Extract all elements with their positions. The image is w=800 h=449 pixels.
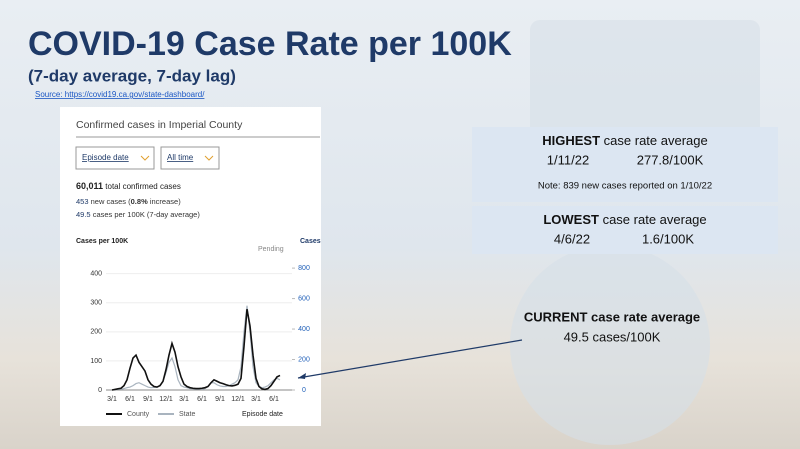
dropdown[interactable] bbox=[75, 146, 155, 170]
stat-value: 453 bbox=[76, 197, 89, 206]
info-strong: HIGHEST bbox=[542, 133, 600, 148]
current-label: CURRENT case rate average bbox=[524, 309, 700, 324]
sign-bg bbox=[510, 245, 710, 445]
stat-value: 0.8% bbox=[131, 197, 148, 206]
x-tick-label: 3/1 bbox=[107, 396, 117, 403]
info-text: case rate average bbox=[604, 133, 708, 148]
x-axis-label: Episode date bbox=[242, 411, 283, 418]
y-tick-label: 400 bbox=[90, 270, 102, 277]
slide-title: COVID-19 Case Rate per 100K bbox=[28, 25, 512, 63]
panel-heading: Confirmed cases in Imperial County bbox=[76, 119, 243, 131]
stat: 49.5 cases per 100K (7-day average) bbox=[76, 210, 200, 219]
y2-tick-label: 200 bbox=[298, 356, 310, 363]
sign-bg bbox=[530, 20, 760, 140]
chevron bbox=[140, 155, 150, 161]
dropdown[interactable] bbox=[160, 146, 220, 170]
info-date: 4/6/22 bbox=[554, 231, 590, 246]
annotation: Pending bbox=[258, 246, 284, 253]
info-date: 1/11/22 bbox=[547, 152, 589, 167]
dropdown-label: All time bbox=[167, 153, 194, 162]
x-tick-label: 3/1 bbox=[179, 396, 189, 403]
current-value: 49.5 cases/100K bbox=[564, 329, 661, 344]
stat-label: total confirmed cases bbox=[105, 182, 181, 191]
info-note: Note: 839 new cases reported on 1/10/22 bbox=[538, 181, 712, 192]
y2-tick-label: 800 bbox=[298, 265, 310, 272]
dropdown-label: Episode date bbox=[82, 153, 129, 162]
stat: 453 new cases (0.8% increase) bbox=[76, 197, 181, 206]
y-axis-label: Cases per 100K bbox=[76, 238, 128, 245]
info-strong: LOWEST bbox=[543, 212, 599, 227]
x-tick-label: 9/1 bbox=[215, 396, 225, 403]
y2-tick-label: 400 bbox=[298, 326, 310, 333]
arrow-head bbox=[298, 373, 306, 379]
y-tick-label: 300 bbox=[90, 300, 102, 307]
stat: 60,011 total confirmed cases bbox=[76, 181, 181, 191]
x-tick-label: 6/1 bbox=[269, 396, 279, 403]
x-tick-label: 12/1 bbox=[159, 396, 173, 403]
x-tick-label: 12/1 bbox=[231, 396, 245, 403]
info-value: 1.6/100K bbox=[642, 231, 694, 246]
slide-subtitle: (7-day average, 7-day lag) bbox=[28, 66, 236, 85]
info-box bbox=[472, 206, 778, 254]
x-tick-label: 9/1 bbox=[143, 396, 153, 403]
stat-label: increase) bbox=[150, 197, 181, 206]
info-value: 277.8/100K bbox=[637, 152, 704, 167]
y2-tick-label: 0 bbox=[302, 387, 306, 394]
line-series bbox=[111, 308, 281, 391]
stat-value: 60,011 bbox=[76, 181, 103, 191]
info-heading: HIGHEST case rate average bbox=[542, 133, 708, 148]
stat-label: new cases ( bbox=[91, 197, 132, 206]
legend-label: County bbox=[127, 411, 150, 418]
info-text: case rate average bbox=[603, 212, 707, 227]
stat-value: 49.5 bbox=[76, 210, 91, 219]
info-heading: LOWEST case rate average bbox=[543, 212, 706, 227]
info-box bbox=[472, 127, 778, 202]
y-tick-label: 0 bbox=[98, 387, 102, 394]
y2-axis-label: Cases bbox=[300, 238, 321, 245]
y-tick-label: 200 bbox=[90, 329, 102, 336]
chevron bbox=[204, 155, 214, 161]
y2-tick-label: 600 bbox=[298, 295, 310, 302]
legend-label: State bbox=[179, 411, 195, 418]
source-link[interactable]: Source: https://covid19.ca.gov/state-das… bbox=[35, 90, 205, 99]
stat-label: cases per 100K (7-day average) bbox=[93, 210, 201, 219]
arrow bbox=[297, 339, 523, 379]
x-tick-label: 6/1 bbox=[125, 396, 135, 403]
x-tick-label: 3/1 bbox=[251, 396, 261, 403]
x-tick-label: 6/1 bbox=[197, 396, 207, 403]
y-tick-label: 100 bbox=[90, 358, 102, 365]
